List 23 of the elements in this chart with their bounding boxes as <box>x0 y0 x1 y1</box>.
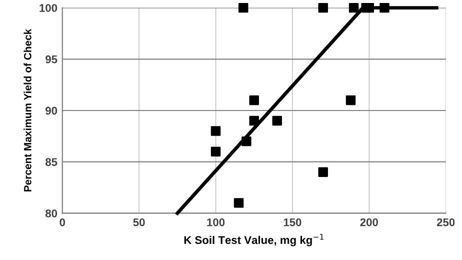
point <box>210 126 221 136</box>
x-tick-label: 0 <box>60 218 66 226</box>
x-tick-label: 100 <box>207 218 225 226</box>
point <box>238 2 248 13</box>
y-axis-title: Percent Maximum Yield of Check <box>24 28 32 192</box>
point <box>234 198 244 208</box>
y-tick-label: 100 <box>40 4 58 12</box>
y-tick-label: 95 <box>46 55 58 64</box>
x-axis-title: K Soil Test Value, mg kg$^{−1}$ <box>184 234 324 246</box>
point <box>318 167 328 177</box>
point <box>318 2 328 13</box>
point <box>348 2 359 13</box>
x-tick-label: 50 <box>133 218 145 226</box>
point <box>210 146 221 156</box>
point <box>272 116 282 126</box>
x-tick-label: 150 <box>284 218 302 226</box>
y-tick-label: 90 <box>46 106 58 115</box>
x-tick-label: 250 <box>436 218 455 226</box>
point <box>249 95 259 106</box>
y-tick-label: 85 <box>46 158 58 166</box>
y-tick-label: 80 <box>46 209 58 218</box>
point <box>346 95 356 106</box>
x-tick-label: 200 <box>360 218 378 226</box>
